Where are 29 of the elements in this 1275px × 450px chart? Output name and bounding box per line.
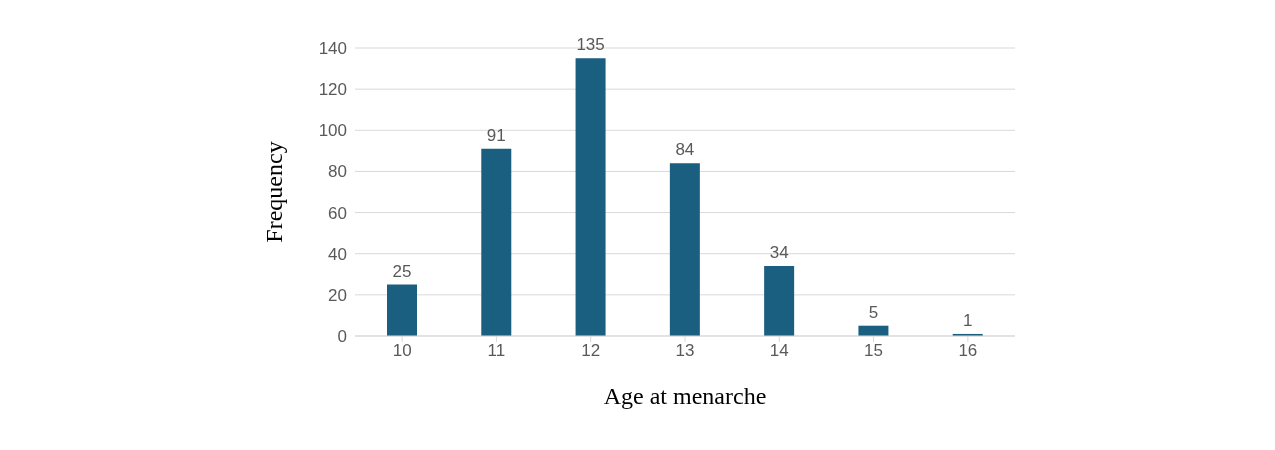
bar: [575, 58, 606, 336]
data-label: 5: [868, 302, 879, 322]
data-label: 1: [962, 310, 973, 330]
bar: [387, 284, 417, 336]
x-tick-label: 14: [769, 341, 789, 361]
x-tick-label: 15: [864, 341, 884, 361]
y-tick-label: 80: [328, 162, 347, 182]
y-tick-label: 120: [318, 80, 347, 100]
y-axis-title: Frequency: [260, 141, 287, 243]
y-tick-label: 40: [328, 244, 347, 264]
data-label: 25: [392, 261, 412, 281]
x-axis-title: Age at menarche: [603, 383, 767, 409]
bar: [481, 148, 512, 336]
x-tick-label: 13: [675, 341, 695, 361]
bar: [764, 266, 795, 336]
data-label: 91: [486, 125, 506, 145]
y-tick-label: 20: [328, 285, 347, 305]
bar: [669, 163, 700, 336]
y-tick-label: 140: [318, 39, 347, 59]
data-label: 135: [576, 35, 605, 55]
y-tick-label: 100: [318, 121, 347, 141]
x-tick-label: 11: [487, 341, 506, 361]
y-tick-label: 60: [328, 203, 347, 223]
x-tick-label: 16: [958, 341, 978, 361]
data-label: 34: [769, 243, 789, 263]
x-tick-label: 10: [392, 341, 412, 361]
y-tick-label: 0: [337, 327, 347, 347]
data-label: 84: [675, 140, 695, 160]
x-tick-label: 12: [581, 341, 601, 361]
